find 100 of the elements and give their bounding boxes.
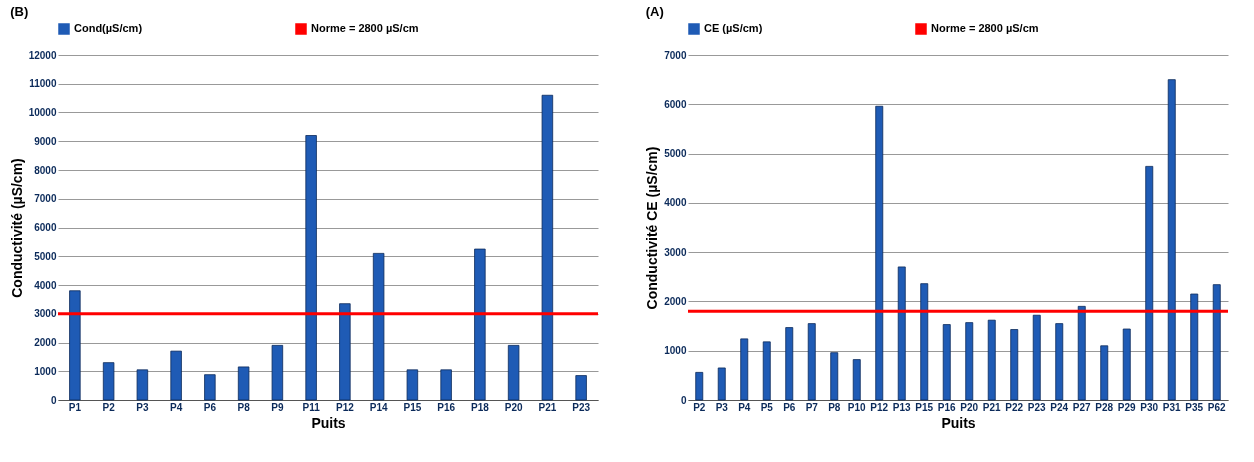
- bar: [1190, 293, 1199, 401]
- x-tick-label: P4: [170, 401, 183, 413]
- bar: [807, 323, 816, 401]
- y-tick-label: 6000: [664, 98, 687, 110]
- y-tick-label: 3000: [664, 246, 687, 258]
- x-tick-label: P20: [960, 401, 979, 413]
- bar: [852, 359, 861, 401]
- x-tick-label: P20: [504, 401, 523, 413]
- x-tick-label: P12: [335, 401, 355, 413]
- y-tick-label: 1000: [34, 365, 57, 377]
- x-tick-label: P6: [203, 401, 217, 413]
- text: (A): [645, 4, 664, 19]
- legend-label: Cond(µS/cm): [74, 22, 143, 34]
- bar: [717, 367, 726, 401]
- y-tick-label: 0: [680, 394, 687, 406]
- bar: [785, 327, 794, 401]
- x-tick-label: P10: [847, 401, 867, 413]
- bar: [1212, 284, 1221, 401]
- bar: [695, 372, 704, 401]
- bar: [69, 290, 81, 401]
- y-tick-label: 10000: [28, 107, 57, 118]
- bar: [575, 375, 587, 401]
- y-axis-title: Conductivité (µS/cm): [8, 158, 25, 298]
- x-tick-label: P14: [369, 401, 388, 413]
- bar: [1055, 323, 1064, 401]
- x-tick-label: P8: [237, 401, 251, 413]
- bar: [507, 344, 520, 401]
- x-tick-label: P16: [937, 401, 957, 413]
- bar: [762, 341, 771, 401]
- x-tick-label: P21: [538, 401, 557, 413]
- x-tick-label: P12: [870, 401, 889, 413]
- y-tick-label: 3000: [34, 308, 57, 320]
- x-tick-label: P8: [828, 401, 841, 413]
- text: Norme = 2800 µS/cm: [931, 22, 1039, 34]
- x-tick-label: P62: [1207, 401, 1227, 413]
- x-tick-label: P22: [1005, 401, 1024, 413]
- bar: [541, 94, 554, 401]
- y-tick-label: 5000: [34, 250, 57, 262]
- x-tick-label: P30: [1140, 401, 1159, 413]
- x-tick-label: P28: [1095, 401, 1114, 413]
- x-tick-label: P18: [470, 401, 490, 413]
- x-tick-label: P23: [1027, 401, 1047, 413]
- x-tick-label: P1: [68, 401, 82, 413]
- bar: [440, 369, 452, 401]
- x-tick-label: P13: [892, 401, 912, 413]
- bar: [987, 319, 996, 401]
- bar: [897, 266, 906, 401]
- bar: [942, 324, 951, 401]
- y-tick-label: 11000: [29, 78, 57, 90]
- x-tick-label: P15: [403, 401, 422, 413]
- bar: [271, 344, 284, 401]
- x-tick-label: P2: [102, 401, 116, 413]
- x-tick-label: P7: [805, 401, 819, 413]
- y-tick-label: 2000: [34, 337, 57, 348]
- x-tick-label: P3: [715, 401, 729, 413]
- x-tick-label: P3: [136, 401, 149, 413]
- x-tick-label: P24: [1050, 401, 1069, 413]
- bar: [136, 369, 149, 401]
- x-tick-label: P5: [760, 401, 774, 413]
- bar: [372, 252, 385, 401]
- x-tick-label: P29: [1117, 401, 1137, 413]
- bar: [1077, 305, 1086, 401]
- bar: [406, 369, 419, 401]
- text: (B): [10, 4, 29, 19]
- bar: [740, 338, 749, 401]
- y-tick-label: 0: [50, 394, 57, 406]
- x-tick-label: P2: [693, 401, 706, 413]
- y-tick-label: 12000: [28, 49, 57, 61]
- x-tick-label: P35: [1185, 401, 1204, 413]
- bar: [237, 366, 250, 401]
- x-axis-title: Puits: [311, 414, 346, 431]
- x-tick-label: P6: [783, 401, 796, 413]
- x-axis-title: Puits: [941, 414, 976, 431]
- bar: [1100, 345, 1109, 401]
- y-tick-label: 8000: [34, 164, 57, 176]
- x-tick-label: P9: [271, 401, 284, 413]
- y-tick-label: 9000: [34, 135, 57, 147]
- x-tick-label: P15: [915, 401, 934, 413]
- bar: [474, 248, 486, 401]
- bar: [1145, 165, 1154, 401]
- y-tick-label: 1000: [664, 345, 687, 357]
- x-tick-label: P31: [1162, 401, 1182, 413]
- bar: [204, 374, 216, 401]
- y-tick-label: 4000: [664, 197, 687, 209]
- bar: [1010, 329, 1019, 401]
- bar: [102, 362, 115, 401]
- bar: [339, 303, 351, 401]
- x-tick-label: P21: [982, 401, 1002, 413]
- y-tick-label: 2000: [664, 295, 687, 307]
- bar: [920, 283, 929, 401]
- y-tick-label: 4000: [34, 279, 57, 291]
- y-axis-title: Conductivité CE (µS/cm): [644, 146, 661, 310]
- y-tick-label: 5000: [664, 148, 687, 160]
- bar: [170, 350, 182, 401]
- x-tick-label: P11: [302, 401, 321, 413]
- y-tick-label: 7000: [664, 49, 687, 61]
- bar: [1167, 79, 1176, 401]
- y-tick-label: 6000: [34, 222, 57, 233]
- legend-label: CE (µS/cm): [704, 22, 763, 34]
- bar: [305, 135, 317, 401]
